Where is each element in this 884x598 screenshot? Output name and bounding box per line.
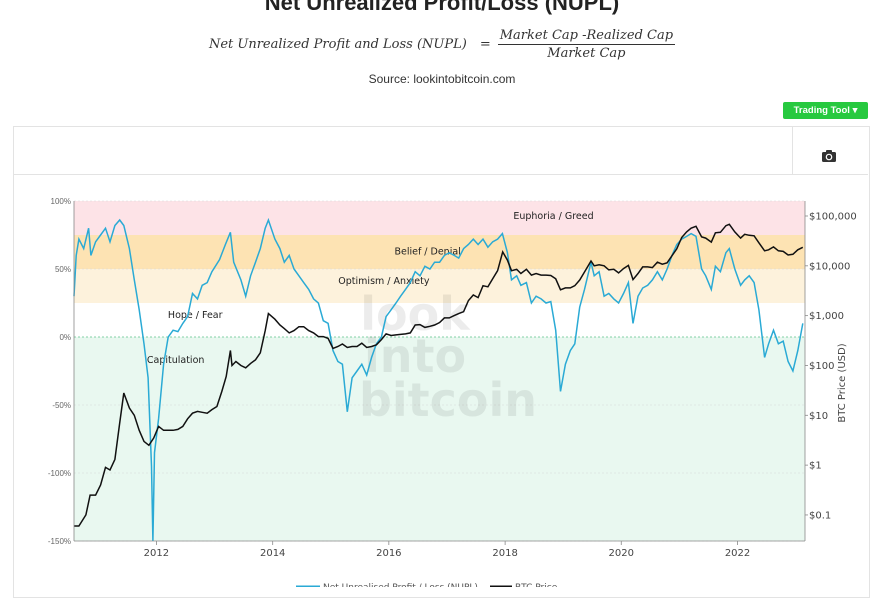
x-tick-label-4: 2020 <box>609 548 634 559</box>
zone-label-4: Capitulation <box>147 355 205 366</box>
x-tick-label-1: 2014 <box>260 548 285 559</box>
right-tick-label-4: $10 <box>809 411 828 422</box>
zone-band-1 <box>74 235 805 269</box>
left-tick-label-0: 100% <box>51 197 71 206</box>
page-title: Net Unrealized Profit/Loss (NUPL) <box>264 0 620 15</box>
right-tick-label-0: $100,000 <box>809 211 857 222</box>
right-tick-label-6: $0.1 <box>809 510 831 521</box>
right-tick-label-3: $100 <box>809 361 834 372</box>
x-tick-label-5: 2022 <box>725 548 750 559</box>
formula-lhs: Net Unrealized Profit and Loss (NUPL) <box>208 36 467 52</box>
right-tick-label-1: $10,000 <box>809 261 850 272</box>
source-text: Source: lookintobitcoin.com <box>368 72 516 86</box>
left-tick-label-1: 50% <box>55 265 71 274</box>
toolbar-separator <box>792 127 793 174</box>
svg-text:look: look <box>360 287 471 341</box>
zone-band-4 <box>74 337 805 541</box>
left-tick-label-4: -100% <box>48 469 71 478</box>
camera-icon <box>822 150 836 162</box>
axes: 100% 50% 0% -50% -100% -150% $100,000 $10,000 $1… <box>48 197 857 559</box>
series-line-btc-price <box>74 223 804 527</box>
camera-button[interactable] <box>814 144 844 168</box>
right-tick-label-2: $1,000 <box>809 311 844 322</box>
zone-label-0: Euphoria / Greed <box>513 211 593 222</box>
left-tick-label-3: -50% <box>52 401 71 410</box>
legend-label-price: BTC Price <box>515 583 558 587</box>
formula-fraction: Market Cap -Realized Cap Market Cap <box>497 27 676 61</box>
x-tick-label-3: 2018 <box>492 548 517 559</box>
formula-numerator: Market Cap -Realized Cap <box>497 27 676 45</box>
panel-divider <box>13 174 868 175</box>
x-tick-label-0: 2012 <box>144 548 169 559</box>
zone-label-2: Optimism / Anxiety <box>338 276 430 287</box>
nupl-formula: Net Unrealized Profit and Loss (NUPL) = … <box>0 24 884 64</box>
x-tick-label-2: 2016 <box>376 548 401 559</box>
legend-label-nupl: Net Unrealised Profit / Loss (NUPL) <box>323 583 478 587</box>
zone-bands <box>74 201 805 541</box>
formula-denominator: Market Cap <box>547 45 626 61</box>
svg-text:bitcoin: bitcoin <box>359 373 537 427</box>
left-tick-label-2: 0% <box>59 333 71 342</box>
left-tick-label-5: -150% <box>48 537 71 546</box>
right-tick-label-5: $1 <box>809 461 822 472</box>
zone-band-0 <box>74 201 805 235</box>
formula-equals: = <box>479 36 491 52</box>
trading-tool-button[interactable]: Trading Tool ▾ <box>783 102 868 119</box>
zone-label-1: Belief / Denial <box>394 246 460 257</box>
legend: Net Unrealised Profit / Loss (NUPL) BTC P… <box>296 583 558 587</box>
zone-label-3: Hope / Fear <box>168 310 223 321</box>
right-axis-title: BTC Price (USD) <box>837 343 848 422</box>
zone-labels: Euphoria / Greed Belief / Denial Optimism … <box>147 211 594 366</box>
grid-lines <box>74 200 805 542</box>
zone-band-3 <box>74 303 805 337</box>
